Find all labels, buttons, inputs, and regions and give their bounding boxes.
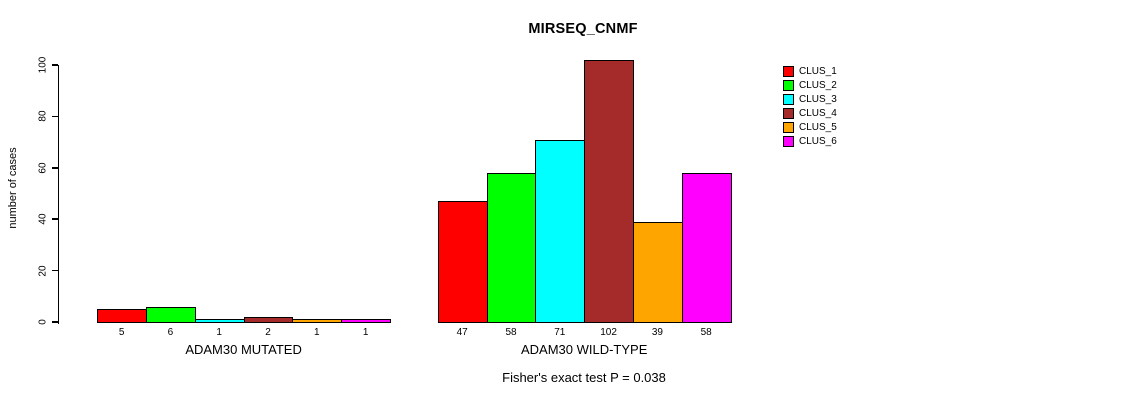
fisher-test-annotation: Fisher's exact test P = 0.038 [502,370,666,385]
bar-value-label: 1 [216,327,222,338]
bar-clus-2 [486,172,537,323]
y-axis-tick [51,218,58,220]
y-axis-tick [51,64,58,66]
bar-value-label: 71 [554,327,566,338]
chart-title: MIRSEQ_CNMF [528,21,638,37]
bar-value-label: 6 [167,327,174,338]
legend-swatch-clus-1 [783,65,794,77]
legend-item: CLUS_6 [783,134,837,148]
group-axis-label: ADAM30 MUTATED [185,342,302,357]
legend-swatch-clus-4 [783,107,794,119]
legend-label: CLUS_1 [799,65,837,77]
bar-value-label: 1 [314,327,320,338]
bar-clus-3 [194,319,245,323]
bar-value-label: 58 [700,327,712,338]
y-axis-tick [51,167,58,169]
bar-value-label: 47 [456,327,468,338]
legend-swatch-clus-3 [783,93,794,105]
bar-clus-2 [146,306,196,323]
bar-clus-4 [243,316,294,323]
legend-item: CLUS_5 [783,120,837,134]
legend-label: CLUS_6 [799,135,837,147]
bar-clus-6 [681,172,732,323]
bar-clus-3 [535,139,586,323]
bar-value-label: 58 [505,327,517,338]
legend-label: CLUS_2 [799,79,837,91]
y-axis-tick-label: 100 [37,56,49,74]
bar-value-label: 39 [651,327,663,338]
bar-clus-5 [633,221,683,323]
bar-value-label: 1 [362,327,369,338]
y-axis-tick-label: 20 [37,265,49,277]
legend-item: CLUS_4 [783,106,837,120]
y-axis-tick-label: 80 [37,110,49,122]
legend-item: CLUS_3 [783,92,837,106]
y-axis-tick-label: 0 [37,319,49,325]
bar-clus-1 [97,309,147,323]
legend-item: CLUS_2 [783,78,837,92]
legend: CLUS_1 CLUS_2 CLUS_3 CLUS_4 CLUS_5 CLUS_6 [783,64,837,148]
bar-clus-4 [584,59,634,323]
legend-swatch-clus-2 [783,79,794,91]
y-axis-tick-label: 60 [37,162,49,174]
legend-label: CLUS_3 [799,93,837,105]
y-axis-tick-label: 40 [37,213,49,225]
group-axis-label: ADAM30 WILD-TYPE [520,342,648,357]
y-axis-tick [51,269,58,272]
bar-clus-5 [292,319,343,323]
legend-swatch-clus-6 [783,135,794,147]
bar-value-label: 102 [600,327,617,338]
bar-value-label: 2 [265,327,271,338]
legend-swatch-clus-5 [783,121,794,133]
bar-value-label: 5 [118,327,125,338]
legend-label: CLUS_5 [799,121,837,133]
legend-item: CLUS_1 [783,64,837,78]
y-axis-tick [51,321,58,323]
y-axis-line [57,65,59,324]
y-axis-tick [51,115,58,118]
bar-clus-6 [341,319,391,323]
legend-label: CLUS_4 [799,107,837,119]
bar-clus-1 [437,201,488,323]
